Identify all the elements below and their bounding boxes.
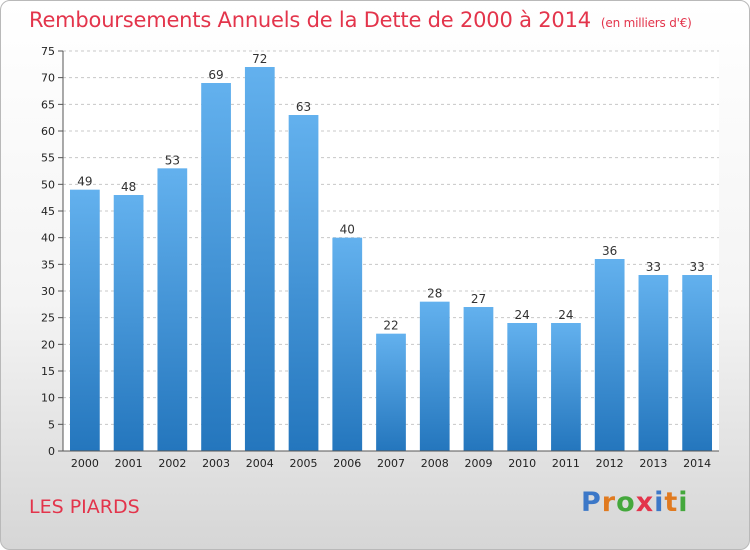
title-text: Remboursements Annuels de la Dette de 20… (29, 8, 591, 32)
bar (332, 237, 363, 451)
x-tick-label: 2002 (158, 457, 186, 470)
bar-value-label: 40 (340, 223, 355, 237)
bar-value-label: 72 (252, 52, 267, 66)
bar-value-label: 24 (558, 308, 573, 322)
x-tick-label: 2004 (246, 457, 274, 470)
bar-value-label: 69 (208, 68, 223, 82)
bar-value-label: 49 (77, 175, 92, 189)
y-tick-label: 20 (41, 338, 55, 351)
bar-value-label: 33 (689, 260, 704, 274)
bar-value-label: 53 (165, 153, 180, 167)
x-tick-label: 2011 (552, 457, 580, 470)
bar-value-label: 27 (471, 292, 486, 306)
bar (288, 115, 319, 451)
logo-letter: i (654, 487, 665, 518)
x-tick-label: 2001 (115, 457, 143, 470)
logo-letter: P (581, 487, 602, 518)
y-tick-label: 25 (41, 312, 55, 325)
x-tick-label: 2008 (421, 457, 449, 470)
proxiti-logo: Proxiti (581, 487, 689, 518)
bar (463, 307, 494, 451)
x-tick-label: 2006 (333, 457, 361, 470)
y-tick-label: 40 (41, 232, 55, 245)
y-tick-label: 15 (41, 365, 55, 378)
logo-letter: t (664, 487, 679, 518)
y-tick-label: 30 (41, 285, 55, 298)
logo-letter: i (678, 487, 689, 518)
chart-title: Remboursements Annuels de la Dette de 20… (29, 8, 692, 32)
bar-value-label: 28 (427, 287, 442, 301)
y-tick-label: 0 (48, 445, 55, 458)
x-tick-label: 2005 (290, 457, 318, 470)
title-unit: (en milliers d'€) (600, 16, 692, 30)
x-tick-label: 2012 (596, 457, 624, 470)
bar-value-label: 22 (383, 319, 398, 333)
commune-name: LES PIARDS (29, 496, 140, 518)
x-tick-label: 2007 (377, 457, 405, 470)
bars: 49 48 53 69 72 63 40 22 28 27 24 24 36 33 33 (69, 52, 713, 452)
bar (244, 67, 275, 451)
axes: 0 5 10 15 20 25 30 35 40 45 50 55 60 65 70 75 2000 2001 20… (41, 45, 719, 470)
logo-letter: r (601, 487, 617, 518)
bar (507, 323, 538, 451)
y-tick-label: 10 (41, 392, 55, 405)
y-tick-label: 55 (41, 152, 55, 165)
x-tick-label: 2009 (464, 457, 492, 470)
bar-value-label: 33 (646, 260, 661, 274)
bar (376, 333, 406, 451)
bar-value-label: 63 (296, 100, 311, 114)
x-tick-label: 2013 (639, 457, 667, 470)
y-tick-label: 50 (41, 178, 55, 191)
x-tick-label: 2003 (202, 457, 230, 470)
bar-value-label: 24 (515, 308, 530, 322)
bar (201, 83, 231, 451)
bar (594, 259, 625, 451)
y-tick-label: 5 (48, 418, 55, 431)
y-tick-label: 65 (41, 98, 55, 111)
bar (551, 323, 581, 451)
bar (157, 168, 188, 452)
bar-value-label: 36 (602, 244, 617, 258)
logo-letter: o (616, 487, 636, 518)
y-tick-label: 70 (41, 72, 55, 85)
bar (113, 195, 144, 451)
bar (682, 275, 713, 451)
bar (69, 189, 100, 451)
logo-letter: x (635, 487, 655, 518)
y-tick-label: 60 (41, 125, 55, 138)
y-tick-label: 35 (41, 258, 55, 271)
x-tick-label: 2010 (508, 457, 536, 470)
bar (419, 301, 450, 451)
x-tick-label: 2000 (71, 457, 99, 470)
x-tick-label: 2014 (683, 457, 711, 470)
y-tick-label: 45 (41, 205, 55, 218)
y-tick-label: 75 (41, 45, 55, 58)
bar-value-label: 48 (121, 180, 136, 194)
bar (638, 275, 669, 451)
